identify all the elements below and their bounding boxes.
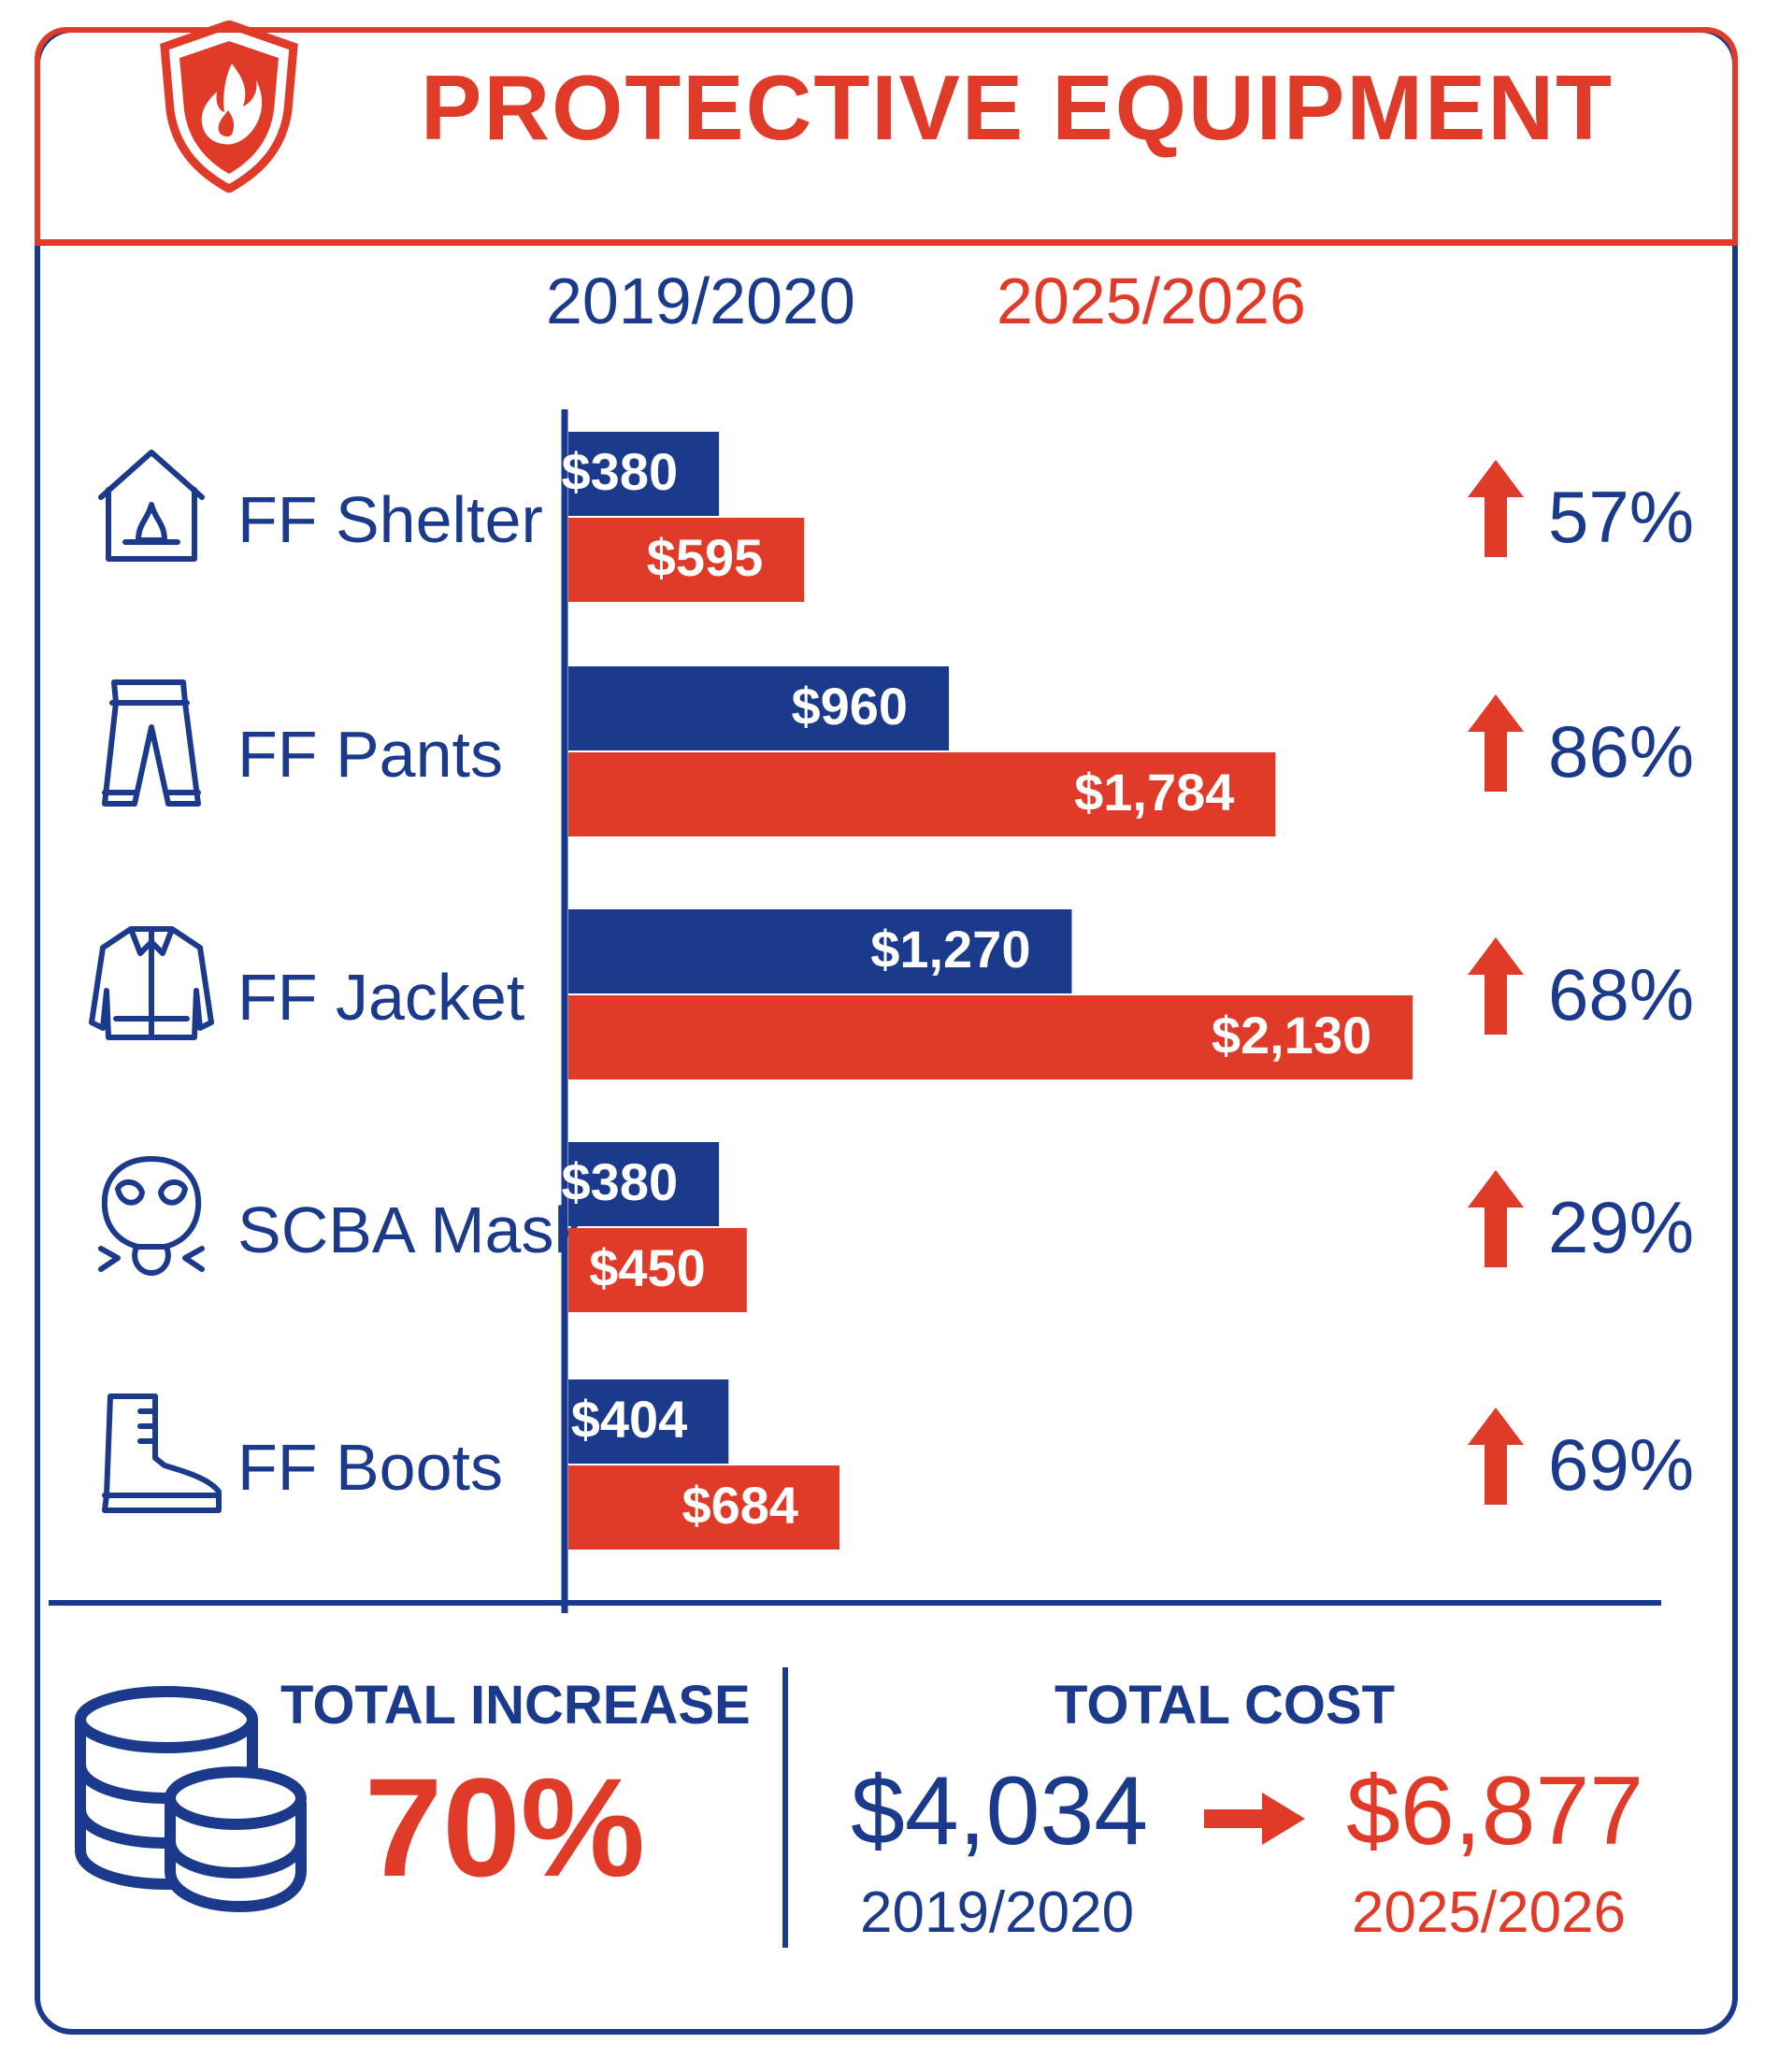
- footer-divider-line: [49, 1600, 1661, 1606]
- bar: [568, 518, 805, 602]
- shelter-house-icon: [98, 450, 205, 562]
- bar: [568, 995, 1413, 1079]
- bar: [568, 1142, 720, 1226]
- card-header: [40, 33, 1732, 246]
- boot-icon: [102, 1393, 222, 1513]
- jacket-icon: [89, 926, 214, 1040]
- bar: [568, 909, 1072, 993]
- category-label: FF Jacket: [237, 961, 524, 1034]
- total-cost-label: TOTAL COST: [1054, 1675, 1396, 1736]
- increase-percent-label: 69%: [1548, 1423, 1694, 1506]
- arrow-right-icon: [1204, 1793, 1305, 1845]
- bar-data-label: $1,270: [870, 920, 1030, 979]
- scba-mask-icon: [98, 1156, 205, 1276]
- bar: [568, 666, 950, 750]
- bar: [568, 1465, 840, 1550]
- total-cost-to-year: 2025/2026: [1352, 1880, 1627, 1945]
- bar-data-label: $380: [562, 442, 679, 501]
- bar-data-label: $380: [562, 1152, 679, 1211]
- up-arrow-icon: [1468, 937, 1524, 1035]
- total-cost-from-value: $4,034: [851, 1757, 1149, 1865]
- legend-series-2025-2026: 2025/2026: [997, 264, 1306, 337]
- bar-chart: FF Shelter $380 $595 57% FF Pants $960 $1,784 8…: [89, 409, 1694, 1613]
- up-arrow-icon: [1468, 694, 1524, 792]
- pants-icon: [102, 679, 201, 807]
- category-label: FF Pants: [237, 718, 503, 791]
- bar-data-label: $684: [681, 1476, 798, 1535]
- total-increase-value: 70%: [364, 1749, 646, 1906]
- bar: [568, 1379, 729, 1464]
- bar-data-label: $1,784: [1074, 763, 1234, 822]
- increase-percent-label: 86%: [1548, 710, 1694, 793]
- category-label: FF Shelter: [237, 483, 543, 556]
- total-increase-label: TOTAL INCREASE: [280, 1675, 751, 1736]
- footer-vertical-divider: [782, 1667, 788, 1948]
- bar: [568, 1228, 747, 1312]
- bar: [568, 752, 1276, 836]
- increase-percent-label: 68%: [1548, 953, 1694, 1036]
- total-cost-to-value: $6,877: [1346, 1757, 1644, 1865]
- category-label: SCBA Mask: [237, 1193, 587, 1266]
- bar-data-label: $960: [791, 677, 908, 736]
- total-cost-from-year: 2019/2020: [860, 1880, 1135, 1945]
- category-label: FF Boots: [237, 1431, 503, 1504]
- increase-percent-label: 29%: [1548, 1186, 1694, 1268]
- legend-series-2019-2020: 2019/2020: [546, 264, 855, 337]
- up-arrow-icon: [1468, 1408, 1524, 1505]
- shield-flame-icon: [160, 21, 298, 193]
- bar-data-label: $595: [647, 528, 764, 587]
- up-arrow-icon: [1468, 460, 1524, 557]
- bar-data-label: $450: [589, 1238, 706, 1297]
- coin-stack-icon: [75, 1686, 307, 1912]
- bar: [568, 432, 720, 516]
- page-title: PROTECTIVE EQUIPMENT: [421, 56, 1614, 159]
- up-arrow-icon: [1468, 1170, 1524, 1267]
- increase-percent-label: 57%: [1548, 476, 1694, 558]
- bar-data-label: $2,130: [1212, 1006, 1371, 1065]
- bar-data-label: $404: [571, 1390, 688, 1449]
